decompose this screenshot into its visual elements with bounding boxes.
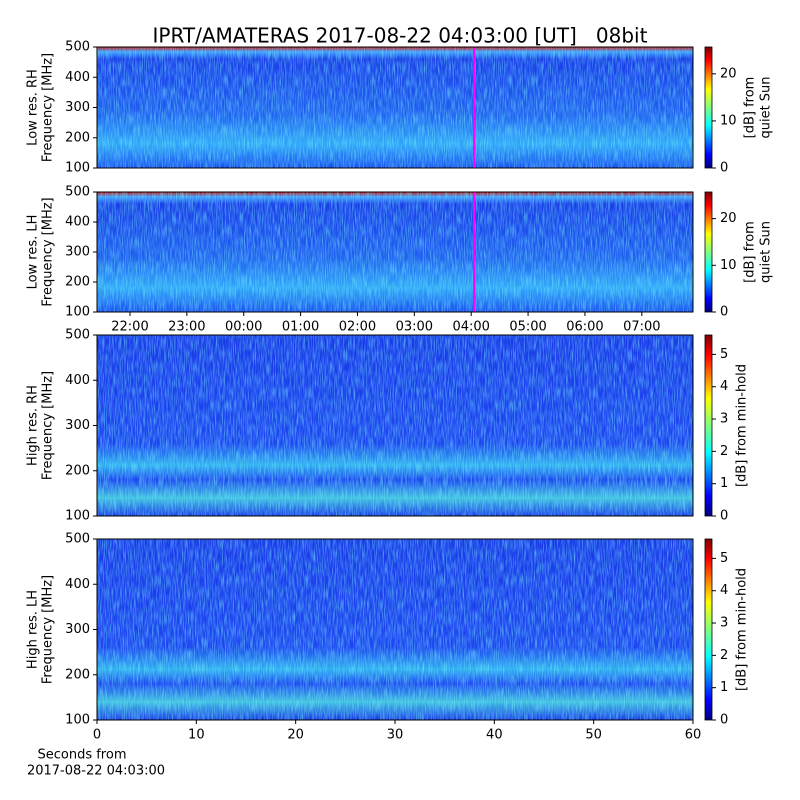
colorbar-tick-label: 1 — [720, 680, 728, 695]
colorbar-tick-label: 0 — [720, 305, 728, 320]
y-axis-label: Low res. RH — [26, 69, 41, 146]
x-tick-label: 22:00 — [111, 320, 148, 335]
spectrogram-texture — [97, 539, 693, 720]
y-tick-label: 500 — [65, 328, 90, 343]
figure-title: IPRT/AMATERAS 2017-08-22 04:03:00 [UT] 0… — [153, 24, 648, 48]
y-tick-label: 100 — [65, 161, 90, 176]
colorbar-label: [dB] from — [743, 221, 758, 283]
x-tick-label: 23:00 — [168, 320, 205, 335]
y-axis-label: Frequency [MHz] — [41, 53, 56, 162]
y-tick-label: 500 — [65, 532, 90, 547]
colorbar-label: quiet Sun — [759, 221, 774, 283]
y-tick-label: 200 — [65, 275, 90, 290]
y-tick-label: 400 — [65, 215, 90, 230]
spectrogram-texture — [97, 47, 693, 168]
y-tick-label: 300 — [65, 418, 90, 433]
y-tick-label: 500 — [65, 185, 90, 200]
x-tick-label: 00:00 — [225, 320, 262, 335]
y-tick-label: 200 — [65, 667, 90, 682]
y-tick-label: 300 — [65, 100, 90, 115]
colorbar — [704, 538, 713, 721]
colorbar-tick-label: 20 — [720, 211, 737, 226]
y-tick-label: 400 — [65, 373, 90, 388]
colorbar-tick-label: 2 — [720, 444, 728, 459]
y-axis-label: Frequency [MHz] — [41, 371, 56, 480]
colorbar-tick-label: 4 — [720, 379, 728, 394]
y-tick-label: 300 — [65, 622, 90, 637]
y-axis-label: High res. RH — [26, 385, 41, 466]
colorbar-tick-label: 4 — [720, 583, 728, 598]
colorbar-tick-label: 2 — [720, 648, 728, 663]
x-tick-label: 03:00 — [396, 320, 433, 335]
x-tick-label: 60 — [685, 728, 702, 743]
x-tick-label: 04:00 — [452, 320, 489, 335]
colorbar-tick-label: 3 — [720, 412, 728, 427]
x-tick-label: 0 — [93, 728, 101, 743]
y-tick-label: 200 — [65, 130, 90, 145]
x-axis-label: Seconds from — [37, 748, 126, 763]
spectrogram-texture — [97, 335, 693, 516]
colorbar-tick-label: 10 — [720, 113, 737, 128]
colorbar-label: [dB] from min-hold — [735, 568, 750, 691]
colorbar — [704, 191, 713, 313]
y-tick-label: 100 — [65, 509, 90, 524]
x-tick-label: 20 — [287, 728, 304, 743]
x-tick-label: 02:00 — [339, 320, 376, 335]
x-tick-label: 50 — [585, 728, 602, 743]
y-axis-label: Frequency [MHz] — [41, 575, 56, 684]
y-tick-label: 100 — [65, 305, 90, 320]
colorbar-tick-label: 0 — [720, 509, 728, 524]
colorbar-tick-label: 20 — [720, 66, 737, 81]
colorbar — [704, 46, 713, 169]
y-tick-label: 500 — [65, 40, 90, 55]
colorbar-tick-label: 0 — [720, 713, 728, 728]
colorbar-tick-label: 5 — [720, 551, 728, 566]
spectrogram-texture — [97, 192, 693, 312]
colorbar-tick-label: 5 — [720, 347, 728, 362]
x-tick-label: 07:00 — [623, 320, 660, 335]
x-tick-label: 05:00 — [509, 320, 546, 335]
y-tick-label: 400 — [65, 70, 90, 85]
x-tick-label: 40 — [486, 728, 503, 743]
colorbar — [704, 334, 713, 517]
colorbar-tick-label: 10 — [720, 258, 737, 273]
y-axis-label: High res. LH — [26, 590, 41, 669]
colorbar-tick-label: 1 — [720, 476, 728, 491]
colorbar-label: [dB] from — [743, 77, 758, 139]
y-tick-label: 200 — [65, 463, 90, 478]
colorbar-tick-label: 0 — [720, 161, 728, 176]
y-axis-label: Frequency [MHz] — [41, 197, 56, 306]
colorbar-label: quiet Sun — [759, 76, 774, 138]
colorbar-label: [dB] from min-hold — [735, 364, 750, 487]
x-tick-label: 01:00 — [282, 320, 319, 335]
y-tick-label: 100 — [65, 713, 90, 728]
y-tick-label: 300 — [65, 245, 90, 260]
y-axis-label: Low res. LH — [26, 215, 41, 290]
x-tick-label: 10 — [188, 728, 205, 743]
x-tick-label: 06:00 — [566, 320, 603, 335]
y-tick-label: 400 — [65, 577, 90, 592]
x-tick-label: 30 — [387, 728, 404, 743]
colorbar-tick-label: 3 — [720, 616, 728, 631]
x-axis-label: 2017-08-22 04:03:00 — [27, 764, 165, 779]
